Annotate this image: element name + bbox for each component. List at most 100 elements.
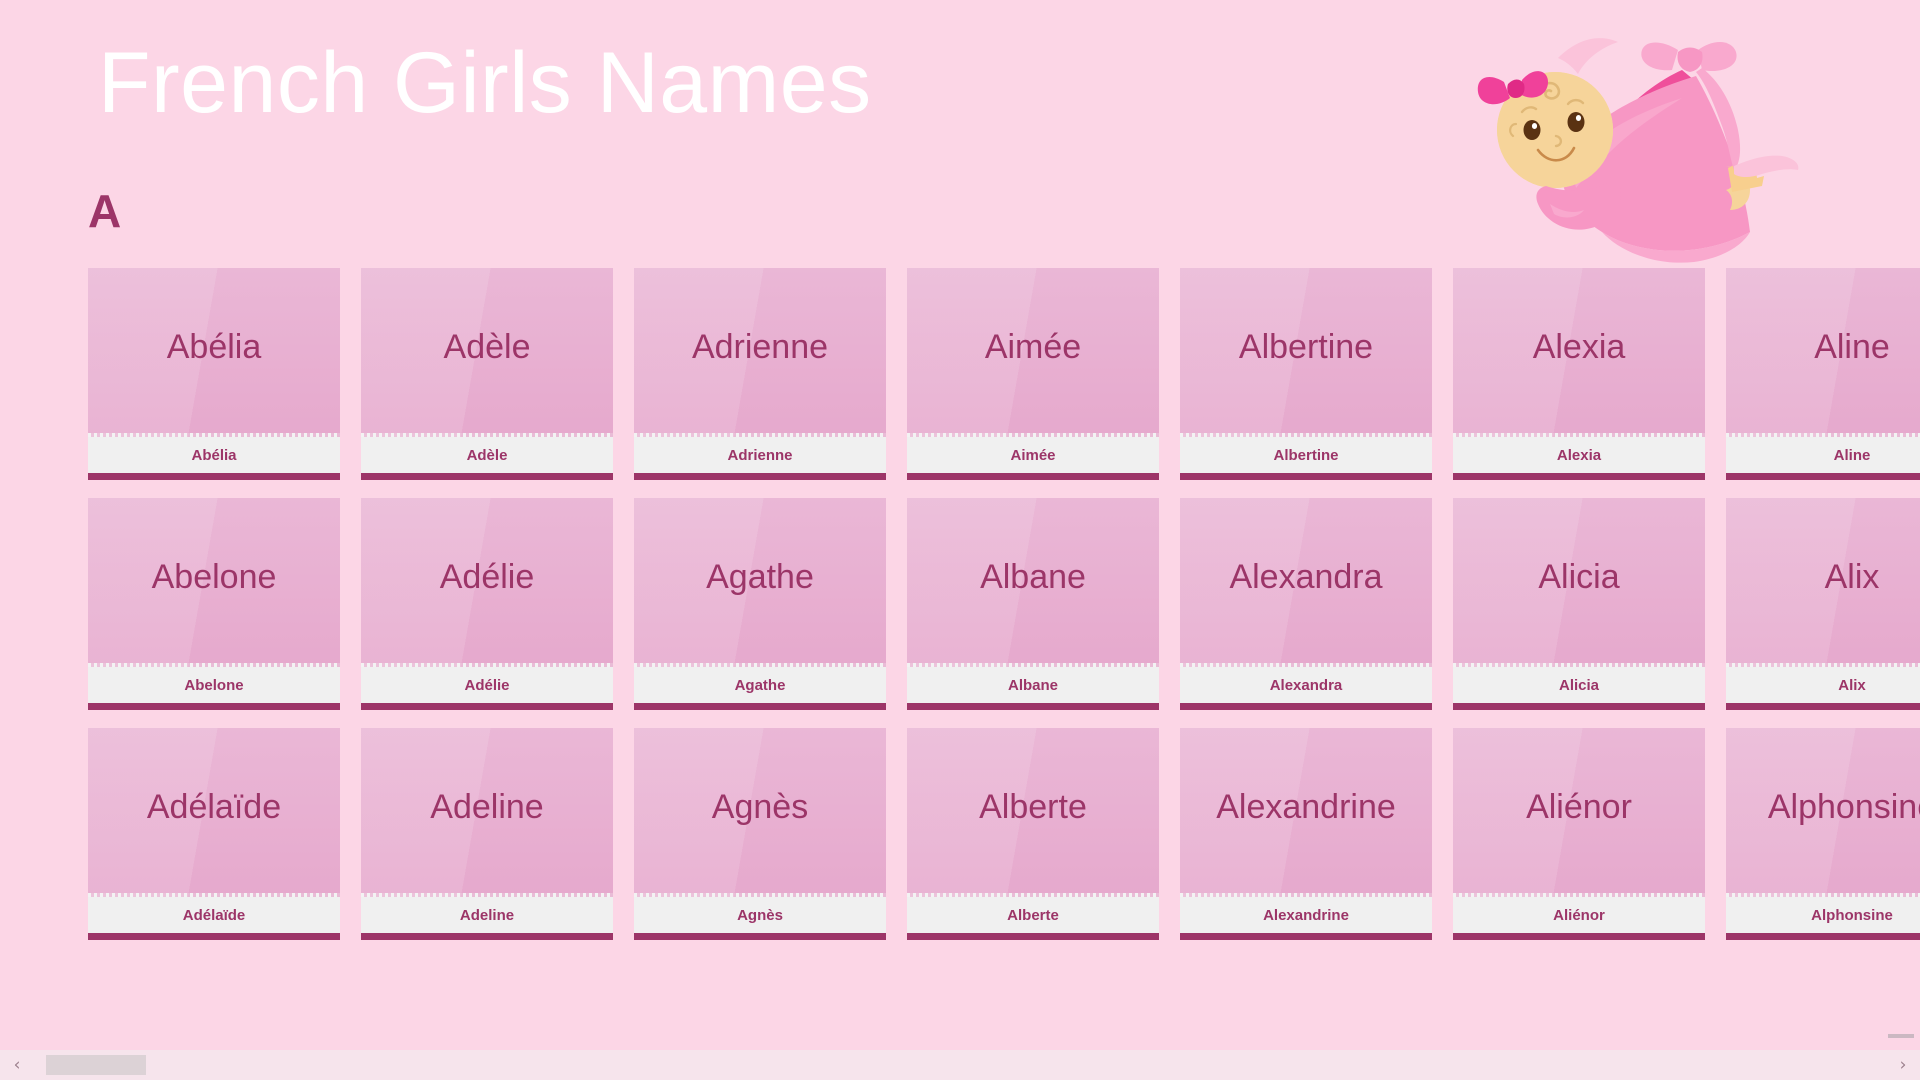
name-card-image: Adélaïde (88, 728, 340, 897)
name-card-title: Abélia (166, 327, 262, 366)
name-card-title: Alexandrine (1216, 787, 1396, 826)
name-card-image: Adeline (361, 728, 613, 897)
name-card-image: Alexandra (1180, 498, 1432, 667)
name-card-title: Abelone (151, 557, 277, 596)
name-card-title: Agnès (711, 787, 809, 826)
name-card-accent-bar (1726, 703, 1920, 710)
name-card[interactable]: Albertine Albertine (1180, 268, 1432, 480)
names-grid-viewport[interactable]: Abélia Abélia Abelone Abelone Adélaïde Adélaï… (0, 268, 1920, 958)
name-card[interactable]: Abélia Abélia (88, 268, 340, 480)
name-card-image: Abelone (88, 498, 340, 667)
name-card-label: Adrienne (634, 437, 886, 473)
name-card-title: Agathe (706, 557, 814, 596)
name-card-label: Adèle (361, 437, 613, 473)
horizontal-scroll-track[interactable] (34, 1050, 1886, 1080)
name-card-title: Adélie (439, 557, 535, 596)
name-card-image: Alberte (907, 728, 1159, 897)
name-card-image: Alexia (1453, 268, 1705, 437)
name-card-accent-bar (88, 473, 340, 480)
letter-section-heading: A (88, 185, 122, 237)
name-card-title: Adèle (443, 327, 531, 366)
name-card-label: Albertine (1180, 437, 1432, 473)
name-card-label: Alexandrine (1180, 897, 1432, 933)
name-card[interactable]: Adrienne Adrienne (634, 268, 886, 480)
name-card-title: Aimée (984, 327, 1082, 366)
name-card[interactable]: Adeline Adeline (361, 728, 613, 940)
baby-girl-illustration (1450, 18, 1870, 268)
page-title: French Girls Names (98, 35, 872, 131)
name-card-title: Alexandra (1229, 557, 1383, 596)
name-card-title: Alphonsine (1767, 787, 1920, 826)
name-card-accent-bar (634, 933, 886, 940)
name-card-image: Adrienne (634, 268, 886, 437)
name-card-label: Aliénor (1453, 897, 1705, 933)
horizontal-scrollbar[interactable]: ‹ › (0, 1050, 1920, 1080)
name-card-image: Albane (907, 498, 1159, 667)
name-card[interactable]: Alicia Alicia (1453, 498, 1705, 710)
scroll-left-arrow-icon[interactable]: ‹ (13, 1055, 21, 1075)
name-card[interactable]: Alexandrine Alexandrine (1180, 728, 1432, 940)
name-card-title: Albertine (1238, 327, 1374, 366)
name-card-label: Agnès (634, 897, 886, 933)
name-card-title: Alexia (1532, 327, 1626, 366)
name-card-label: Alphonsine (1726, 897, 1920, 933)
vertical-scrollbar[interactable] (1888, 0, 1920, 1080)
name-card-accent-bar (1453, 473, 1705, 480)
name-card[interactable]: Aimée Aimée (907, 268, 1159, 480)
name-card[interactable]: Aliénor Aliénor (1453, 728, 1705, 940)
name-card-image: Abélia (88, 268, 340, 437)
name-card-accent-bar (361, 933, 613, 940)
name-card[interactable]: Abelone Abelone (88, 498, 340, 710)
name-card-accent-bar (361, 473, 613, 480)
names-grid: Abélia Abélia Abelone Abelone Adélaïde Adélaï… (0, 268, 1920, 958)
name-card-accent-bar (634, 473, 886, 480)
name-card-label: Alberte (907, 897, 1159, 933)
name-card-title: Alicia (1538, 557, 1620, 596)
name-card-label: Alicia (1453, 667, 1705, 703)
name-card-image: Adélie (361, 498, 613, 667)
horizontal-scroll-thumb[interactable] (46, 1055, 146, 1075)
name-card-accent-bar (1453, 933, 1705, 940)
name-card-image: Albertine (1180, 268, 1432, 437)
name-card-label: Adélaïde (88, 897, 340, 933)
name-card-image: Agathe (634, 498, 886, 667)
name-card-title: Adrienne (691, 327, 829, 366)
name-card-title: Alix (1824, 557, 1880, 596)
vertical-scroll-thumb[interactable] (1888, 1034, 1914, 1038)
name-card[interactable]: Adélie Adélie (361, 498, 613, 710)
name-card[interactable]: Agnès Agnès (634, 728, 886, 940)
name-card-image: Agnès (634, 728, 886, 897)
name-card[interactable]: Agathe Agathe (634, 498, 886, 710)
name-card-image: Aliénor (1453, 728, 1705, 897)
name-card-label: Alexia (1453, 437, 1705, 473)
name-card-label: Alix (1726, 667, 1920, 703)
name-card[interactable]: Alberte Alberte (907, 728, 1159, 940)
name-card-title: Adélaïde (146, 787, 282, 826)
name-card[interactable]: Alphonsine Alphonsine (1726, 728, 1920, 940)
name-card-title: Alberte (979, 787, 1087, 826)
name-card-image: Adèle (361, 268, 613, 437)
name-card-label: Abelone (88, 667, 340, 703)
name-card-image: Alix (1726, 498, 1920, 667)
name-card[interactable]: Adélaïde Adélaïde (88, 728, 340, 940)
name-card-image: Alexandrine (1180, 728, 1432, 897)
name-card-accent-bar (361, 703, 613, 710)
name-card[interactable]: Alexandra Alexandra (1180, 498, 1432, 710)
name-card-accent-bar (907, 473, 1159, 480)
name-card[interactable]: Alexia Alexia (1453, 268, 1705, 480)
name-card-title: Aliénor (1526, 787, 1632, 826)
name-card[interactable]: Albane Albane (907, 498, 1159, 710)
name-card-label: Albane (907, 667, 1159, 703)
name-card-accent-bar (1726, 933, 1920, 940)
scroll-right-arrow-icon[interactable]: › (1899, 1055, 1907, 1075)
name-card-title: Albane (980, 557, 1086, 596)
name-card-accent-bar (88, 933, 340, 940)
name-card[interactable]: Alix Alix (1726, 498, 1920, 710)
name-card[interactable]: Adèle Adèle (361, 268, 613, 480)
name-card-accent-bar (1726, 473, 1920, 480)
name-card[interactable]: Aline Aline (1726, 268, 1920, 480)
name-card-label: Agathe (634, 667, 886, 703)
name-card-label: Aimée (907, 437, 1159, 473)
name-card-title: Aline (1814, 327, 1890, 366)
